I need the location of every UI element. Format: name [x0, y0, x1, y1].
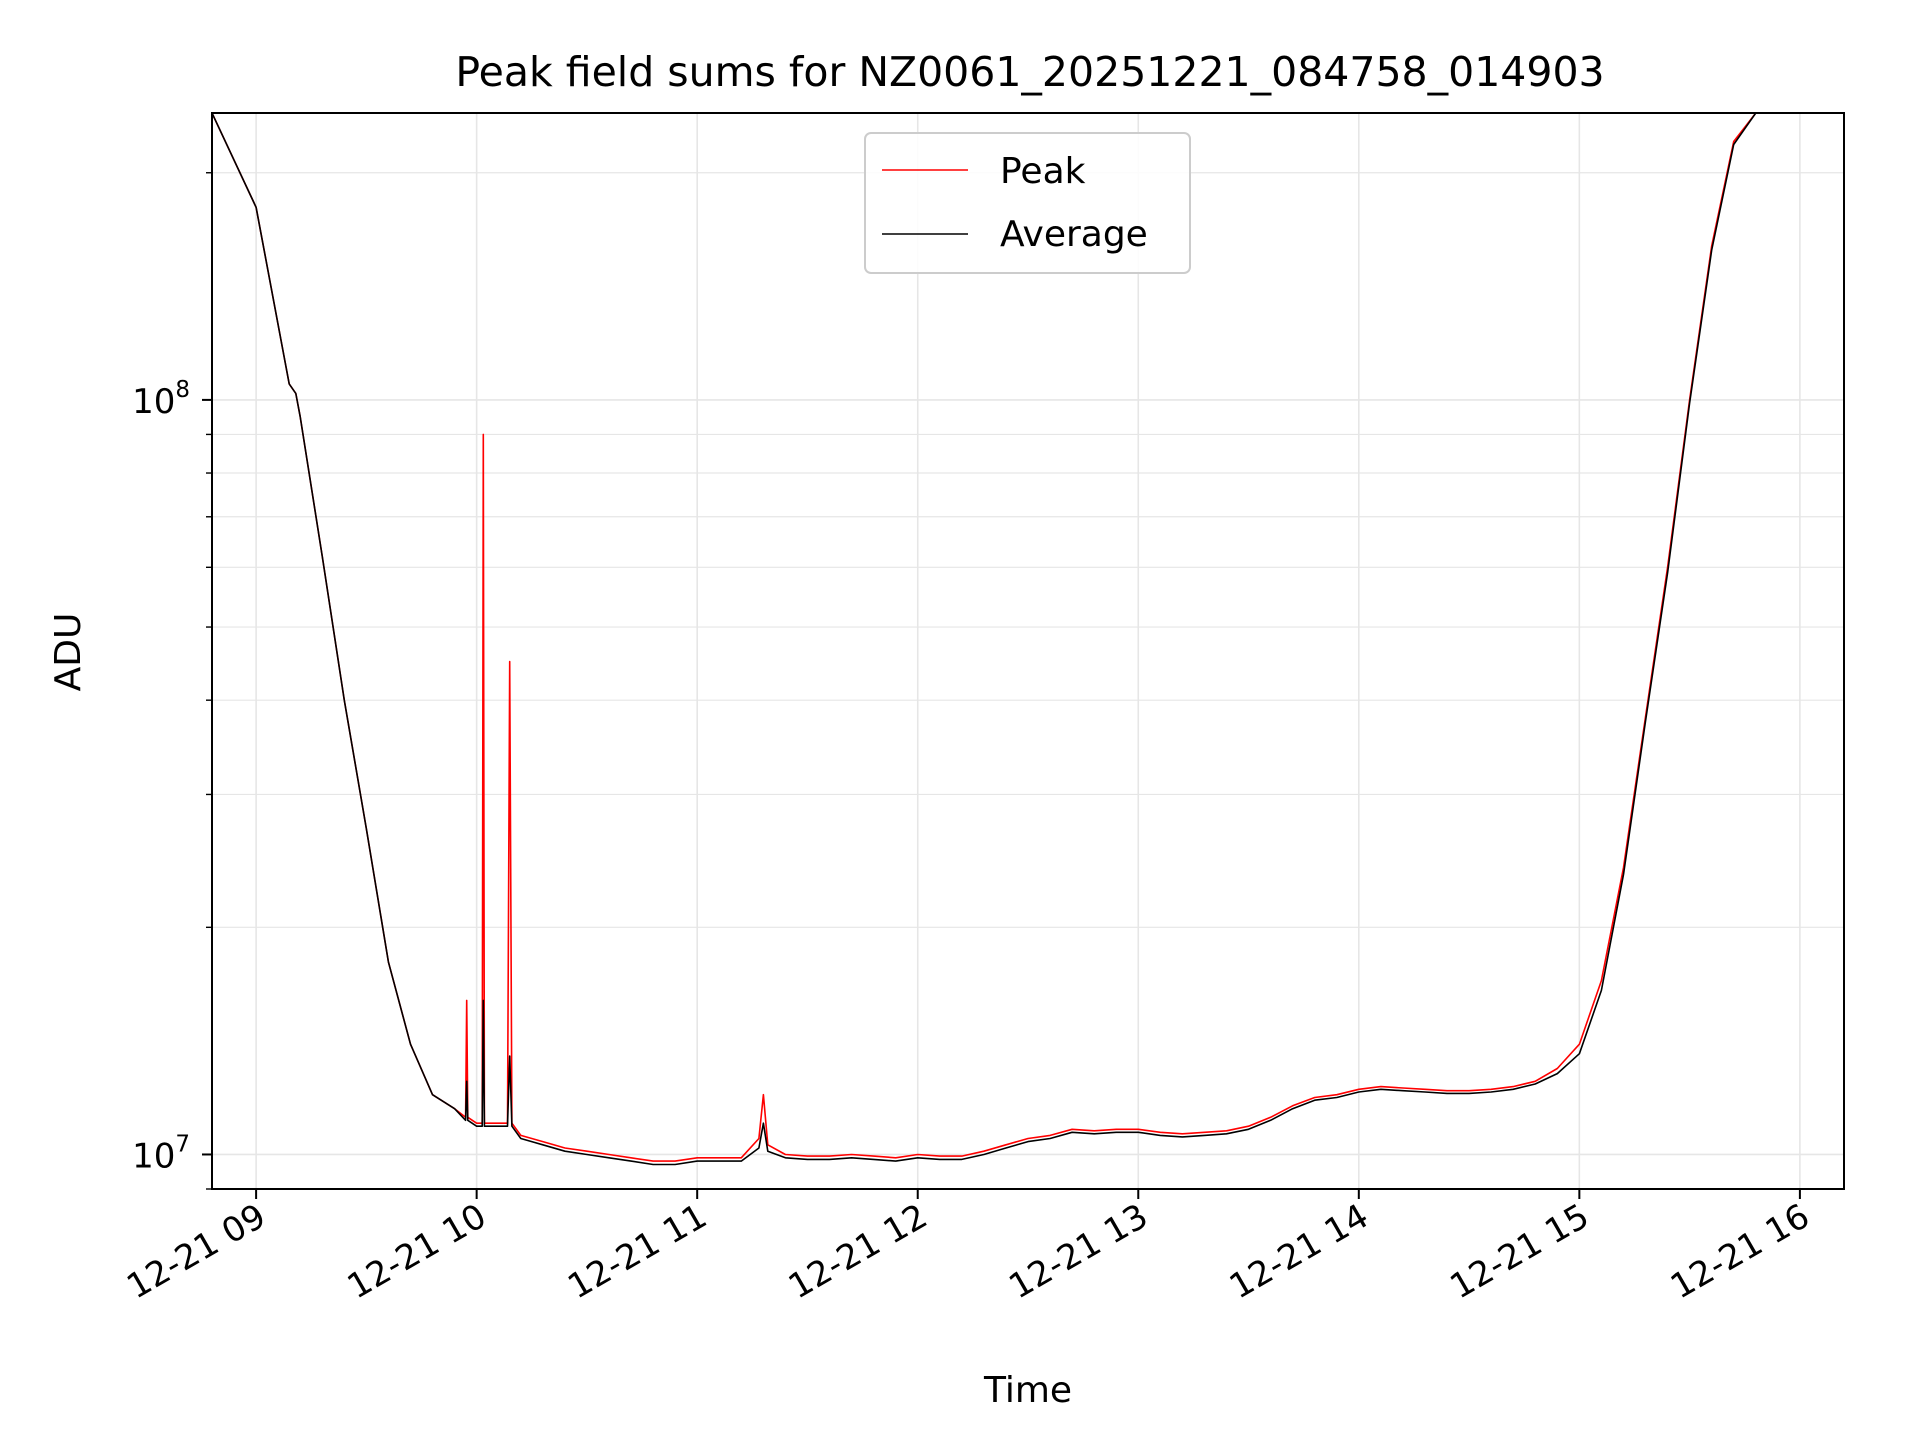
y-tick-label: 108 — [132, 377, 190, 422]
y-tick-label: 107 — [132, 1131, 190, 1176]
series-layer — [212, 113, 1844, 1166]
series-line-average — [212, 113, 1844, 1166]
legend: Peak Average — [864, 132, 1191, 274]
y-axis-ticks: 107 108 — [132, 172, 212, 1190]
x-axis-label: Time — [983, 1370, 1072, 1411]
y-axis-label: ADU — [48, 613, 89, 692]
legend-label-peak: Peak — [1000, 151, 1086, 192]
legend-box — [864, 132, 1191, 274]
series-line-peak — [212, 113, 1844, 1162]
legend-label-average: Average — [1000, 214, 1148, 255]
axes-frame — [211, 112, 1845, 1190]
plot-area — [212, 113, 1844, 1166]
chart-title: Peak field sums for NZ0061_20251221_0847… — [455, 48, 1604, 96]
